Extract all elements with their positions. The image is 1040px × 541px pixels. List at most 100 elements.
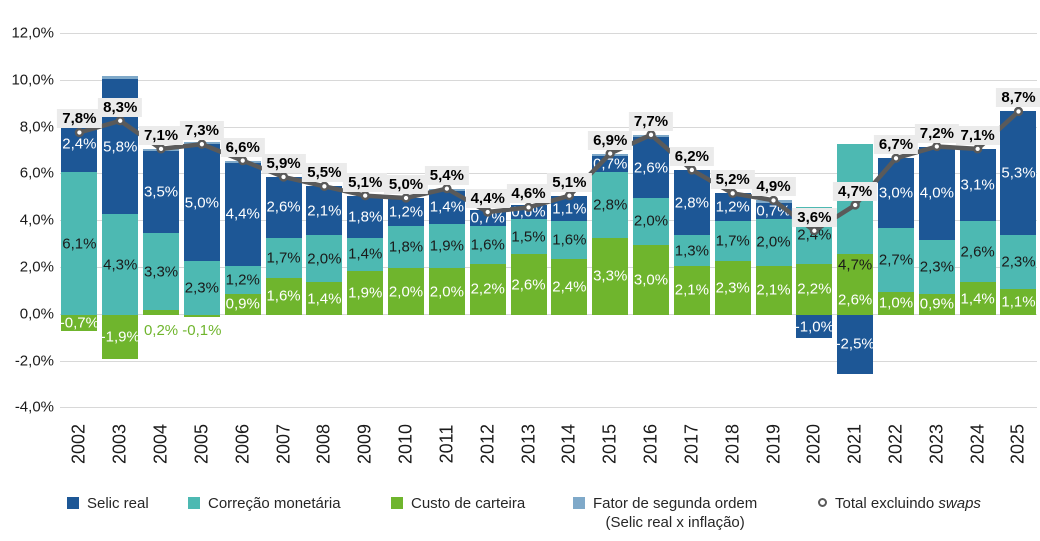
segment-label: 1,5%: [511, 228, 546, 246]
total-value-label: 7,3%: [179, 121, 224, 141]
total-value-label: 5,9%: [261, 153, 306, 173]
legend-label: Custo de carteira: [411, 495, 526, 512]
bar-segment-fator-segunda-ordem: [102, 76, 139, 79]
bar-segment-correcao-monetaria: 6,1%: [61, 172, 98, 315]
legend-swatch-icon: [391, 497, 403, 509]
bar-segment-correcao-monetaria: 2,6%: [959, 221, 996, 283]
segment-label: 2,0%: [429, 283, 464, 301]
bar-2025: 1,1% 2,3% 5,3%: [1000, 33, 1037, 408]
segment-label: 1,9%: [429, 237, 464, 255]
total-value-label: 6,7%: [873, 135, 919, 155]
y-axis-label: 12,0%: [11, 24, 54, 42]
x-axis-label: 2004: [150, 423, 171, 465]
bar-segment-custo-de-carteira: 1,9%: [347, 270, 384, 315]
x-axis-label: 2002: [68, 423, 89, 465]
gridline: [60, 33, 1037, 34]
x-axis-label: 2019: [763, 423, 783, 465]
x-axis-label: 2003: [109, 423, 130, 465]
x-axis-label: 2021: [844, 423, 865, 465]
bar-segment-custo-de-carteira: 2,1%: [673, 265, 710, 315]
bar-segment-custo-de-carteira: 2,0%: [388, 268, 425, 315]
segment-label: -1,9%: [100, 328, 140, 346]
legend-label: Total excluindo swaps: [835, 495, 981, 512]
y-axis-label: 2,0%: [19, 258, 54, 276]
segment-label: 2,3%: [919, 258, 954, 276]
x-axis-label: 2007: [273, 423, 294, 465]
segment-label: 1,8%: [348, 208, 383, 226]
bar-segment-correcao-monetaria: 3,3%: [143, 233, 180, 311]
total-marker: [523, 202, 534, 213]
bar-2017: 2,1% 1,3% 2,8%: [673, 33, 710, 408]
total-value-label: 7,1%: [138, 125, 184, 145]
segment-label: 1,4%: [960, 290, 995, 308]
total-value-label: 4,9%: [751, 177, 796, 197]
segment-label: 2,3%: [715, 279, 750, 297]
bar-segment-selic-real: 4,4%: [224, 162, 261, 266]
segment-label: 2,0%: [633, 212, 669, 230]
total-marker: [564, 191, 575, 201]
bar-2015: 3,3% 2,8% 0,7%: [592, 33, 629, 408]
bar-segment-custo-de-carteira: [183, 315, 220, 318]
bar-segment-custo-de-carteira: -0,7%: [60, 315, 99, 332]
segment-label: 2,4%: [797, 226, 832, 244]
segment-label: 0,9%: [225, 295, 260, 313]
total-value-label: 5,1%: [343, 172, 388, 192]
total-value-label: 7,7%: [628, 111, 674, 131]
bar-segment-correcao-monetaria: 1,7%: [714, 221, 751, 262]
segment-label: 2,4%: [62, 135, 97, 153]
x-axis-label: 2009: [354, 423, 375, 465]
bar-2023: 0,9% 2,3% 4,0%: [918, 33, 955, 408]
total-value-label: 5,1%: [547, 172, 592, 192]
segment-label: 2,7%: [878, 251, 914, 269]
segment-label: 5,8%: [103, 138, 138, 156]
bar-segment-custo-de-carteira: 2,2%: [469, 263, 506, 315]
segment-label: 1,4%: [307, 290, 342, 308]
x-axis-label: 2006: [232, 423, 253, 465]
segment-label: 3,0%: [878, 184, 914, 202]
total-marker: [932, 141, 942, 152]
bar-segment-custo-de-carteira: -1,9%: [100, 315, 140, 360]
segment-label: 4,0%: [919, 184, 954, 202]
segment-label: 1,2%: [715, 198, 750, 216]
bar-2018: 2,3% 1,7% 1,2%: [714, 33, 751, 408]
segment-label: 1,1%: [552, 200, 587, 218]
segment-label: 2,6%: [266, 198, 301, 216]
bar-2011: 2,0% 1,9% 1,4%: [428, 33, 465, 408]
segment-label: 1,7%: [266, 249, 301, 267]
bar-segment-correcao-monetaria: 2,7%: [878, 228, 914, 292]
total-marker: [319, 181, 330, 191]
bar-2006: 0,9% 1,2% 4,4%: [224, 33, 261, 408]
bar-segment-custo-de-carteira: 1,6%: [265, 277, 302, 315]
legend-item-total-excluindo-swaps: Total excluindo swaps: [818, 494, 981, 513]
bar-segment-selic-real: 3,1%: [959, 148, 996, 222]
x-axis-label: 2014: [558, 423, 579, 465]
bar-segment-correcao-monetaria: 2,0%: [755, 219, 792, 266]
bar-segment-correcao-monetaria: 2,0%: [306, 235, 343, 283]
segment-label: 2,0%: [307, 250, 342, 268]
segment-label: 1,4%: [348, 245, 383, 263]
segment-label: 6,1%: [62, 235, 97, 253]
segment-label: 2,6%: [838, 291, 873, 309]
y-axis-label: 6,0%: [19, 164, 54, 182]
gridline: [60, 126, 1037, 128]
bar-segment-custo-de-carteira: 2,2%: [796, 263, 833, 315]
y-axis-label: -2,0%: [14, 352, 54, 370]
bar-segment-correcao-monetaria: 2,8%: [592, 172, 629, 238]
bar-segment-selic-real: 3,0%: [878, 158, 914, 229]
bar-2010: 2,0% 1,8% 1,2%: [388, 33, 425, 408]
segment-label: 5,3%: [1001, 164, 1036, 182]
total-value-label: 5,4%: [424, 165, 469, 185]
segment-label: 2,2%: [797, 280, 832, 298]
bar-segment-custo-de-carteira: 1,4%: [959, 282, 996, 315]
x-axis-label: 2025: [1007, 423, 1028, 465]
bar-segment-custo-de-carteira: 0,9%: [918, 293, 955, 315]
bar-2005: 2,3% 5,0%: [183, 33, 220, 408]
total-value-label: 7,2%: [914, 123, 959, 143]
x-axis-label: 2008: [313, 423, 334, 465]
legend-item-fator-segunda-ordem: Fator de segunda ordem (Selic real x infl…: [573, 494, 757, 532]
bar-segment-selic-real: 1,8%: [347, 195, 384, 238]
bar-segment-correcao-monetaria: 1,4%: [347, 237, 384, 271]
segment-label: 3,3%: [143, 263, 179, 281]
x-axis-label: 2010: [395, 423, 416, 465]
